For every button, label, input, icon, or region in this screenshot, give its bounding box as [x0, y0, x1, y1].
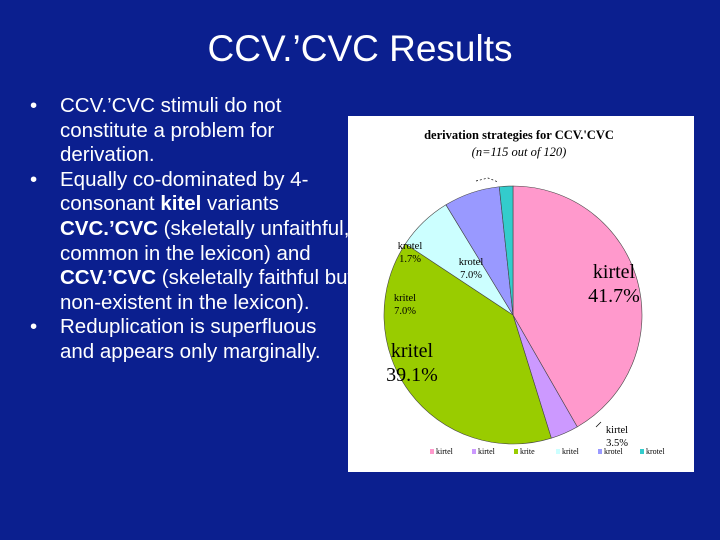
legend-swatch: [472, 449, 476, 454]
bullet-dot: •: [30, 315, 38, 339]
slice-label-value: 7.0%: [460, 270, 482, 281]
legend-entry: kritel: [562, 447, 580, 456]
pie-slice: [512, 185, 643, 428]
leader-line: [475, 177, 499, 183]
slice-label-value: 1.7%: [399, 254, 421, 265]
slice-label-name: kritel: [394, 293, 416, 304]
legend-swatch: [430, 449, 434, 454]
slice-label: krotel 1.7%: [398, 241, 423, 265]
pie-slice: [383, 243, 552, 445]
legend-swatch: [640, 449, 644, 454]
slice-label: kirtel 41.7%: [588, 261, 640, 307]
leader-line: [595, 421, 602, 428]
slice-label-value: 3.5%: [606, 438, 628, 449]
bold-term: kitel: [160, 192, 202, 216]
slice-label-name: krotel: [398, 241, 423, 252]
legend-entry: kirtel: [436, 447, 454, 456]
bullet-item: • CCV.’CVC stimuli do not constitute a pr…: [30, 94, 282, 167]
bullet-item: • Reduplication is superfluous and appear…: [30, 315, 321, 363]
legend-entry: krite: [520, 447, 535, 456]
legend-swatch: [556, 449, 560, 454]
slice-label-value: 41.7%: [588, 285, 640, 307]
bullet-dot: •: [30, 167, 38, 191]
slice-label: kritel 39.1%: [386, 340, 438, 386]
bullet-list: • CCV.’CVC stimuli do not constitute a pr…: [26, 94, 356, 365]
legend-swatch: [598, 449, 602, 454]
bullet-item: • Equally co-dominated by 4-consonant kit…: [30, 167, 354, 314]
chart-title: derivation strategies for CCV.'CVC: [424, 128, 614, 142]
bold-term: CCV.’CVC: [60, 266, 157, 290]
slice-label-name: kritel: [391, 340, 434, 362]
legend-entry: kirtel: [478, 447, 496, 456]
slice-label-value: 39.1%: [386, 364, 438, 386]
legend-swatch: [514, 449, 518, 454]
chart-panel: derivation strategies for CCV.'CVC (n=11…: [348, 116, 694, 472]
pie-slice: [498, 185, 514, 316]
slice-label-name: kirtel: [593, 261, 636, 283]
chart-subtitle: (n=115 out of 120): [472, 145, 567, 159]
slide-title: CCV.’CVC Results: [207, 28, 513, 69]
slice-label: kirtel 3.5%: [606, 425, 628, 449]
bullet-dot: •: [30, 94, 38, 117]
pie-chart: derivation strategies for CCV.'CVC (n=11…: [383, 128, 665, 456]
slice-label-name: kirtel: [606, 425, 628, 436]
legend-entry: krotel: [646, 447, 665, 456]
bold-term: CVC.’CVC: [60, 216, 158, 240]
slice-label: krotel 7.0%: [459, 257, 484, 281]
slice-label-value: 7.0%: [394, 306, 416, 317]
slice-label-name: krotel: [459, 257, 484, 268]
slice-label: kritel 7.0%: [394, 293, 416, 317]
legend-entry: krotel: [604, 447, 623, 456]
